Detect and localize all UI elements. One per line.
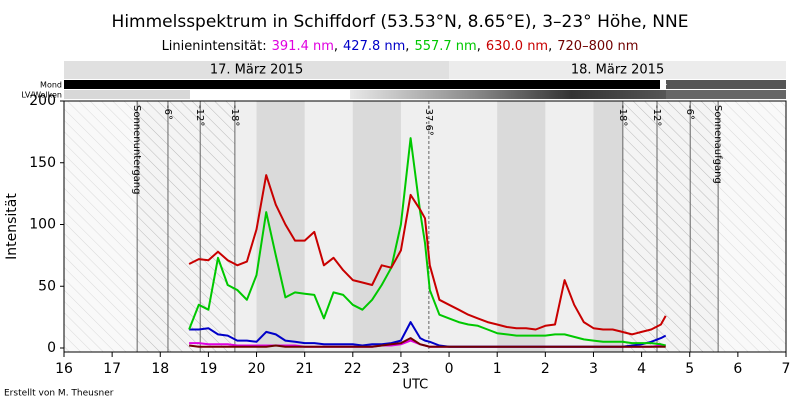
x-tick-label: 21	[296, 361, 314, 377]
x-axis-label: UTC	[402, 378, 428, 393]
x-tick-label: 1	[493, 361, 502, 377]
x-tick-label: 6	[733, 361, 742, 377]
lv-bar	[64, 90, 190, 99]
hour-band	[497, 101, 546, 352]
x-tick-label: 5	[685, 361, 694, 377]
lv-bar	[350, 90, 666, 99]
y-tick-label: 100	[29, 217, 56, 233]
separator: ,	[405, 39, 409, 54]
hour-band	[352, 101, 401, 352]
x-tick-label: 4	[637, 361, 646, 377]
legend-entry: 630.0 nm	[486, 39, 548, 54]
legend-entry: 391.4 nm	[272, 39, 334, 54]
date-band	[449, 61, 786, 79]
x-tick-label: 7	[782, 361, 791, 377]
day-zone	[718, 101, 786, 352]
twilight	[622, 101, 786, 352]
annotation-label: -6°	[162, 105, 173, 120]
x-tick-label: 0	[445, 361, 454, 377]
legend: Linienintensität: 391.4 nm, 427.8 nm, 557.7…	[162, 39, 639, 54]
annotation-label: -12°	[651, 105, 662, 126]
y-tick-label: 150	[29, 155, 56, 171]
x-tick-label: 16	[55, 361, 73, 377]
x-tick-label: 19	[199, 361, 217, 377]
moon-bar	[666, 80, 786, 89]
lv-bar	[666, 90, 786, 99]
y-axis-label: Intensität	[4, 193, 20, 260]
separator: ,	[334, 39, 338, 54]
y-tick-label: 50	[38, 278, 56, 294]
frame	[63, 100, 787, 353]
x-tick-label: 20	[248, 361, 266, 377]
date-band	[64, 61, 450, 79]
subtitle: Linienintensität:	[162, 39, 267, 54]
date-label: 17. März 2015	[210, 63, 303, 78]
annotation-label: -37.6°	[423, 105, 434, 136]
legend-entry: 720–800 nm	[557, 39, 638, 54]
annotation-label: -12°	[194, 105, 205, 126]
x-tick-label: 22	[344, 361, 362, 377]
bar-label: Mond	[40, 81, 62, 90]
x-tick-label: 3	[589, 361, 598, 377]
y-tick-label: 200	[29, 93, 56, 109]
x-tick-label: 23	[392, 361, 410, 377]
date-label: 18. März 2015	[571, 63, 664, 78]
moon-marker	[660, 80, 667, 89]
legend-entry: 427.8 nm	[343, 39, 405, 54]
hour-band	[593, 101, 623, 352]
annotation-label: Sonnenaufgang	[712, 105, 723, 184]
annotation-label: Sonnenuntergang	[131, 105, 142, 194]
chart-title: Himmelsspektrum in Schiffdorf (53.53°N, …	[112, 12, 689, 32]
series-line	[188, 337, 666, 348]
annotation-label: -18°	[229, 105, 240, 126]
annotation-label: -18°	[617, 105, 628, 126]
legend-entry: 557.7 nm	[414, 39, 476, 54]
separator: ,	[477, 39, 481, 54]
twilight	[64, 101, 235, 352]
y-tick-label: 0	[47, 340, 56, 356]
separator: ,	[548, 39, 552, 54]
x-tick-label: 18	[151, 361, 169, 377]
moon-bar	[64, 80, 660, 89]
x-tick-label: 17	[103, 361, 121, 377]
day-zone	[64, 101, 138, 352]
bar-label: LV/Wolken	[21, 91, 62, 100]
lv-bar	[190, 90, 350, 99]
credit: Erstellt von M. Theusner	[4, 389, 114, 399]
series-line	[188, 137, 666, 347]
annotation-label: -6°	[684, 105, 695, 120]
x-tick-label: 2	[541, 361, 550, 377]
series-line	[188, 174, 667, 336]
